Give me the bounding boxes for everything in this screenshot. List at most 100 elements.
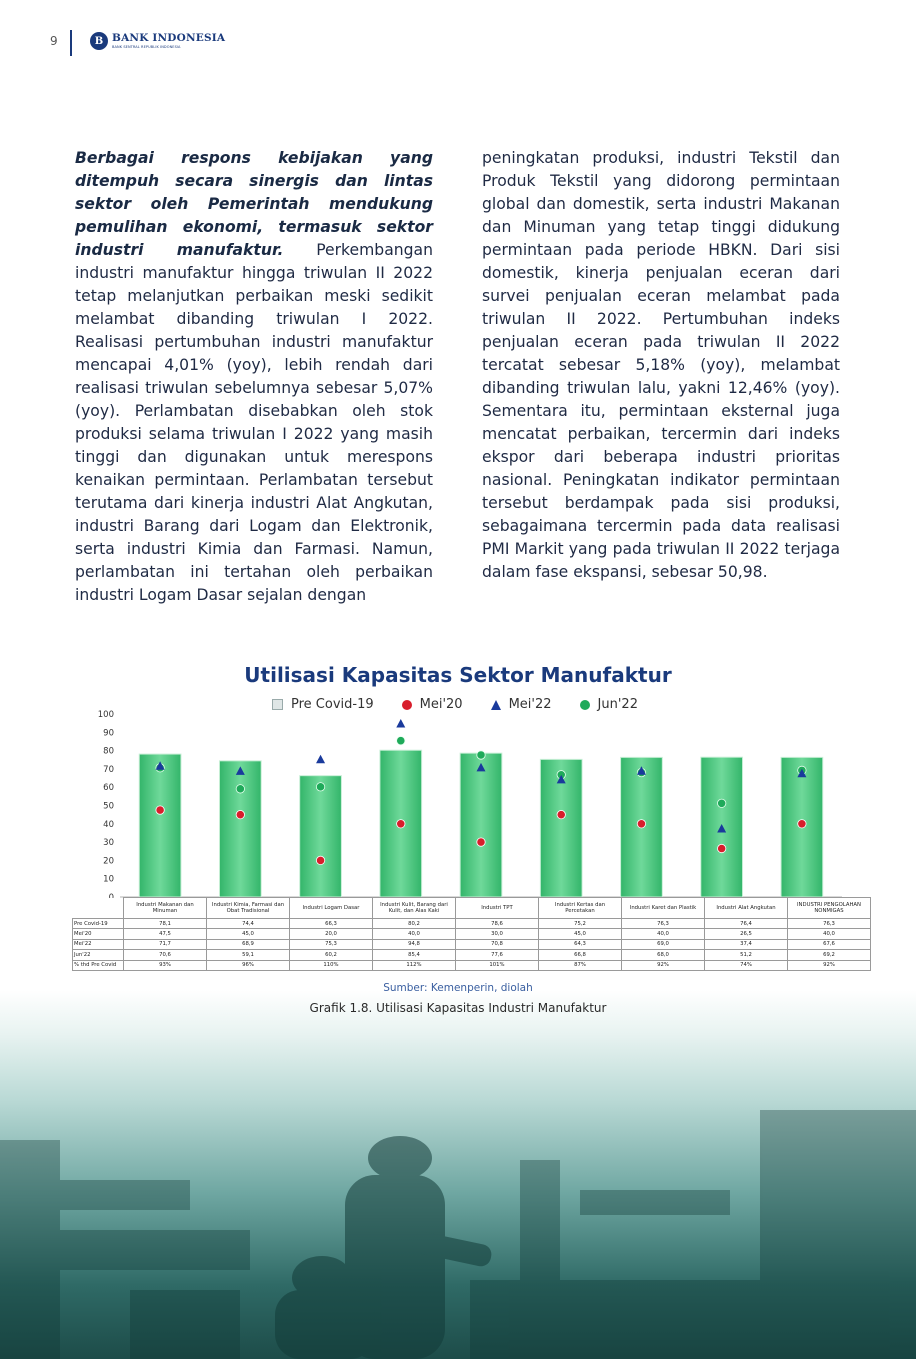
table-row-label: Mei'22 [72, 938, 124, 951]
table-cell: 80,2 [372, 917, 456, 930]
point-mei20 [396, 819, 406, 829]
y-tick-label: 50 [103, 802, 114, 812]
chart-data-table: Industri Makanan dan Minuman Industri Kim… [72, 897, 871, 971]
lead-sentence: Berbagai respons kebijakan yang ditempuh… [75, 149, 433, 259]
legend-item-pre-covid: Pre Covid-19 [272, 697, 374, 712]
table-header-row: Industri Makanan dan Minuman Industri Kim… [73, 897, 871, 919]
table-cell: 92% [621, 959, 705, 971]
table-cell: 67,6 [787, 938, 871, 951]
table-category-header: Industri Karet dan Plastik [621, 897, 705, 919]
point-mei22 [636, 766, 646, 775]
point-mei20 [556, 810, 566, 820]
table-cell: 69,2 [787, 949, 871, 961]
table-cell: 78,1 [123, 917, 207, 930]
table-category-header: Industri Makanan dan Minuman [123, 897, 207, 919]
legend-label: Jun'22 [597, 697, 638, 712]
point-mei22 [476, 762, 486, 772]
y-tick-label: 100 [98, 710, 114, 720]
table-cell: 30,0 [455, 928, 539, 940]
table-cell: 37,4 [704, 938, 788, 951]
table-row-label: Pre Covid-19 [72, 917, 124, 930]
point-jun22 [476, 750, 486, 760]
point-mei20 [636, 819, 647, 829]
table-row: Mei'20 47,5 45,0 20,0 40,0 30,0 45,0 40,0 26,5 40… [72, 928, 871, 940]
table-cell: 26,5 [704, 928, 788, 940]
y-tick-label: 0 [109, 893, 114, 898]
table-cell: 112% [372, 959, 456, 971]
table-cell: 85,4 [372, 949, 456, 961]
table-cell: 70,8 [455, 938, 539, 951]
y-tick-label: 10 [103, 875, 114, 885]
table-category-header: Industri Kertas dan Percetakan [538, 897, 622, 919]
right-paragraph: peningkatan produksi, industri Tekstil d… [482, 149, 840, 581]
table-cell: 96% [206, 959, 290, 971]
body-column-right: peningkatan produksi, industri Tekstil d… [482, 147, 840, 584]
table-row: Mei'22 71,7 68,9 75,3 94,8 70,8 64,3 69,0 37,4 67… [72, 938, 871, 951]
point-mei20 [155, 805, 165, 815]
point-mei20 [476, 837, 486, 847]
table-category-header: INDUSTRI PENGOLAHAN NONMIGAS [787, 897, 871, 919]
table-cell: 76,3 [621, 917, 705, 930]
table-cell: 20,0 [289, 928, 373, 940]
table-cell: 77,6 [455, 949, 539, 961]
table-row: Jun'22 70,6 59,1 60,2 85,4 77,6 66,8 68,0 51,2 69… [72, 949, 871, 961]
y-tick-label: 40 [103, 820, 114, 830]
table-cell: 94,8 [372, 938, 456, 951]
table-cell: 69,0 [621, 938, 705, 951]
point-mei22 [235, 766, 245, 775]
table-cell: 68,9 [206, 938, 290, 951]
header-divider [70, 30, 72, 56]
table-cell: 93% [123, 959, 207, 971]
logo-subtitle: BANK SENTRAL REPUBLIK INDONESIA [112, 44, 181, 49]
table-cell: 101% [455, 959, 539, 971]
chart-legend: Pre Covid-19 Mei'20 Mei'22 Jun'22 [272, 697, 638, 712]
table-cell: 68,0 [621, 949, 705, 961]
table-category-header: Industri Logam Dasar [289, 897, 373, 919]
y-tick-label: 20 [103, 856, 114, 866]
y-tick-label: 90 [103, 728, 114, 738]
table-cell: 66,3 [289, 917, 373, 930]
table-cell: 45,0 [206, 928, 290, 940]
table-category-header: Industri Kulit, Barang dari Kulit, dan A… [372, 897, 456, 919]
point-jun22 [235, 784, 245, 794]
table-cell: 110% [289, 959, 373, 971]
table-cell: 78,6 [455, 917, 539, 930]
legend-green-dot [579, 699, 590, 710]
table-cell: 45,0 [538, 928, 622, 940]
point-mei22 [717, 824, 727, 833]
table-row: Pre Covid-19 78,1 74,4 66,3 80,2 78,6 75,2 76,3… [72, 917, 871, 930]
point-mei22 [797, 768, 807, 778]
chart-title: Utilisasi Kapasitas Sektor Manufaktur [244, 663, 672, 687]
table-cell: 66,8 [538, 949, 622, 961]
logo-name: BANK INDONESIA [112, 32, 226, 44]
bar-pre-covid [700, 756, 744, 898]
legend-red-dot [401, 699, 412, 710]
legend-item-mei22: Mei'22 [490, 697, 552, 712]
point-mei22 [556, 774, 566, 784]
bar-pre-covid [218, 760, 262, 898]
body-column-left: Berbagai respons kebijakan yang ditempuh… [75, 147, 433, 607]
y-tick-label: 60 [103, 783, 114, 793]
chart-caption: Grafik 1.8. Utilisasi Kapasitas Industri… [309, 1001, 607, 1015]
point-jun22 [315, 782, 326, 792]
table-row-label: % thd Pre Covid [72, 959, 124, 971]
legend-item-mei20: Mei'20 [401, 697, 463, 712]
bi-emblem-icon: B [90, 32, 108, 50]
table-cell: 51,2 [704, 949, 788, 961]
bar-pre-covid [299, 775, 342, 898]
table-cell: 74,4 [206, 917, 290, 930]
legend-label: Mei'20 [419, 697, 463, 712]
point-mei22 [396, 719, 406, 728]
y-tick-label: 30 [103, 838, 114, 848]
chart-source: Sumber: Kemenperin, diolah [383, 982, 533, 994]
table-cell: 76,4 [704, 917, 788, 930]
point-mei20 [717, 843, 727, 854]
table-row-label: Jun'22 [72, 949, 124, 961]
legend-bar-swatch [272, 699, 283, 710]
table-cell: 40,0 [621, 928, 705, 940]
table-cell: 47,5 [123, 928, 207, 940]
point-mei22 [155, 761, 165, 770]
point-mei20 [315, 855, 326, 865]
table-cell: 87% [538, 959, 622, 971]
legend-label: Mei'22 [508, 697, 552, 712]
